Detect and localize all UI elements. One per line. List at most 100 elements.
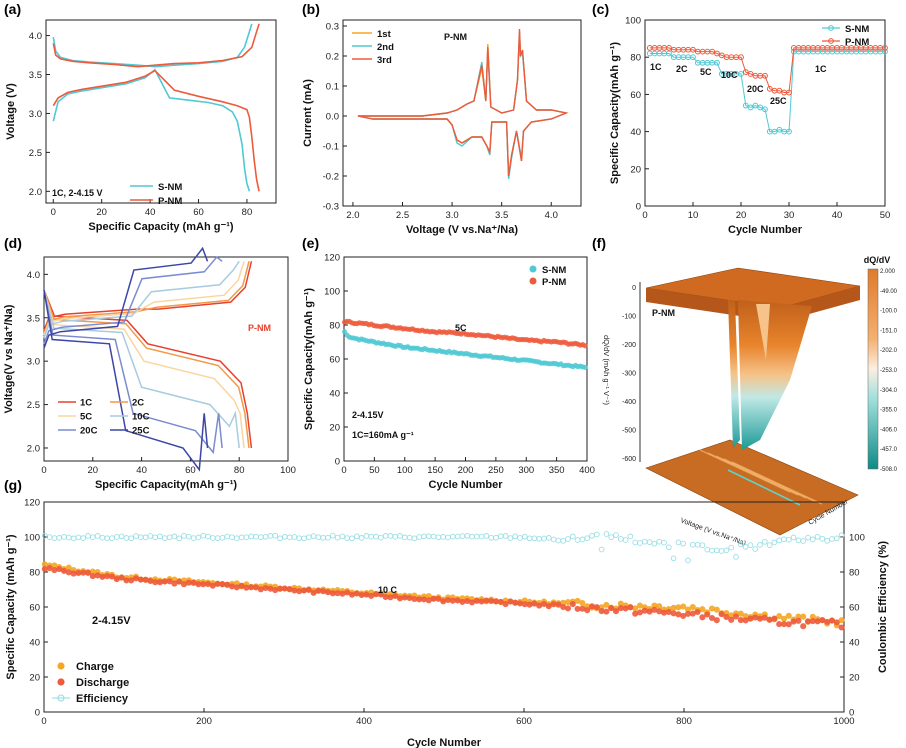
y-tick-label: 3.5 <box>27 313 40 324</box>
x-tick-label: 3.0 <box>445 210 458 221</box>
cycle-point-Efficiency <box>545 535 552 541</box>
cycle-point-Discharge <box>315 587 322 594</box>
cycle-point-Discharge <box>324 589 332 596</box>
cycle-point-Efficiency <box>176 535 183 542</box>
cycle-point-Efficiency <box>406 534 413 541</box>
x-tick-label: 30 <box>784 210 795 221</box>
z-tick-label: -300 <box>622 371 636 378</box>
cycle-point-Efficiency <box>761 538 768 545</box>
rate-point <box>718 52 725 59</box>
cycle-point-Discharge <box>756 615 764 622</box>
cycle-point-Discharge <box>723 613 730 621</box>
cycle-point-Efficiency <box>185 533 192 540</box>
cycle-point-Efficiency <box>656 538 663 545</box>
cycle-point-Discharge <box>608 605 615 612</box>
x-tick-label: 0 <box>51 207 56 218</box>
cycle-point-Discharge <box>800 623 807 630</box>
y-tick-label: 60 <box>630 90 641 101</box>
rate-point <box>766 85 773 92</box>
rate-point <box>666 45 672 51</box>
cycle-point-Efficiency <box>272 532 279 539</box>
cycle-point-Efficiency <box>128 535 135 542</box>
cycle-point-Efficiency <box>449 533 456 540</box>
rate-label: 1C <box>650 62 662 72</box>
cycle-point-Efficiency <box>147 533 154 539</box>
cycle-point-Efficiency <box>728 544 735 551</box>
cycle-point-Efficiency <box>94 533 101 539</box>
discharge-curve-2C <box>43 289 250 449</box>
cycle-point-Efficiency <box>214 535 221 541</box>
x-tick-label: 100 <box>280 465 296 476</box>
cycle-point-Discharge <box>732 613 740 620</box>
y-axis-label: Current (mA) <box>302 79 314 147</box>
cycle-point-Discharge <box>593 604 600 611</box>
x-tick-label: 0 <box>41 465 46 476</box>
cycle-point-Efficiency <box>109 535 115 541</box>
cycle-point-Discharge <box>704 611 711 618</box>
x-tick-label: 80 <box>234 465 245 476</box>
cycle-point-Efficiency <box>305 534 312 541</box>
cycle-point-Efficiency <box>661 539 667 546</box>
plot-frame <box>45 19 277 204</box>
cycle-point-Discharge <box>838 624 845 631</box>
y-tick-label: 80 <box>29 568 40 579</box>
cycle-point-Efficiency <box>733 554 739 560</box>
cycle-point-Efficiency <box>118 533 125 540</box>
cycle-point-Efficiency <box>574 537 581 543</box>
legend-marker <box>529 265 537 273</box>
cycle-point-Efficiency <box>579 536 586 543</box>
x-tick-label: 150 <box>427 465 443 476</box>
cycle-point-Discharge <box>118 574 125 581</box>
legend-label: 3rd <box>377 55 392 66</box>
cycle-point-Efficiency <box>670 555 677 562</box>
y-tick-label: 60 <box>29 603 40 614</box>
rate-point <box>709 48 716 55</box>
legend-marker <box>57 694 65 702</box>
sample-label: P-NM <box>652 308 675 318</box>
cycle-point-Efficiency <box>459 533 466 539</box>
cycle-point-Efficiency <box>397 533 403 539</box>
x-axis-label: Voltage (V vs.Na⁺/Na) <box>679 517 746 547</box>
cycle-point-Efficiency <box>334 534 341 541</box>
rate-point <box>786 128 792 135</box>
cycle-point-Efficiency <box>675 539 682 546</box>
cycle-point-Efficiency <box>281 533 288 540</box>
capacity-point-S-NM <box>582 364 588 370</box>
rate-label: 10 C <box>378 585 398 595</box>
cycle-point-Efficiency <box>277 535 283 542</box>
x-tick-label: 1000 <box>833 716 854 727</box>
cycle-point-Efficiency <box>181 532 187 539</box>
floor-peak-line <box>727 469 801 506</box>
cycle-point-Efficiency <box>757 542 763 548</box>
plot-frame <box>342 19 582 207</box>
cycle-point-Efficiency <box>838 532 845 539</box>
cycle-point-Efficiency <box>689 541 696 548</box>
cycle-point-Discharge <box>555 601 562 608</box>
chart-e: 0 50 100 150 200 250 300 350 400 0 20 40 60 80 100 120 C… <box>303 253 595 492</box>
cycle-point-Efficiency <box>104 535 111 542</box>
rate-label: 1C <box>815 64 827 74</box>
cycle-point-Efficiency <box>795 537 802 544</box>
cycle-point-Efficiency <box>368 533 375 540</box>
cycle-point-Efficiency <box>89 534 96 541</box>
y-tick-label: 20 <box>329 423 340 434</box>
chart-c: 0 10 20 30 40 50 0 20 40 60 80 100 Cycle Number Speci… <box>609 16 890 237</box>
cycle-point-Efficiency <box>502 533 509 539</box>
colorbar-title: dQ/dV <box>864 255 891 265</box>
colorbar-tick-label: -151.0 <box>880 328 898 334</box>
rate-point <box>882 45 888 51</box>
cycle-point-Efficiency <box>243 534 250 541</box>
cycle-point-Efficiency <box>805 534 811 541</box>
cycle-point-Efficiency <box>781 536 787 543</box>
cycle-point-Discharge <box>478 598 485 605</box>
cycle-point-Discharge <box>156 579 164 586</box>
cycle-point-Efficiency <box>382 533 389 539</box>
cycle-point-Charge <box>680 603 687 610</box>
cycle-point-Efficiency <box>392 533 399 540</box>
y-tick-label: 3.0 <box>29 109 42 120</box>
cycle-point-Efficiency <box>776 537 783 544</box>
x-tick-label: 0 <box>41 716 46 727</box>
cycle-point-Discharge <box>89 573 96 580</box>
